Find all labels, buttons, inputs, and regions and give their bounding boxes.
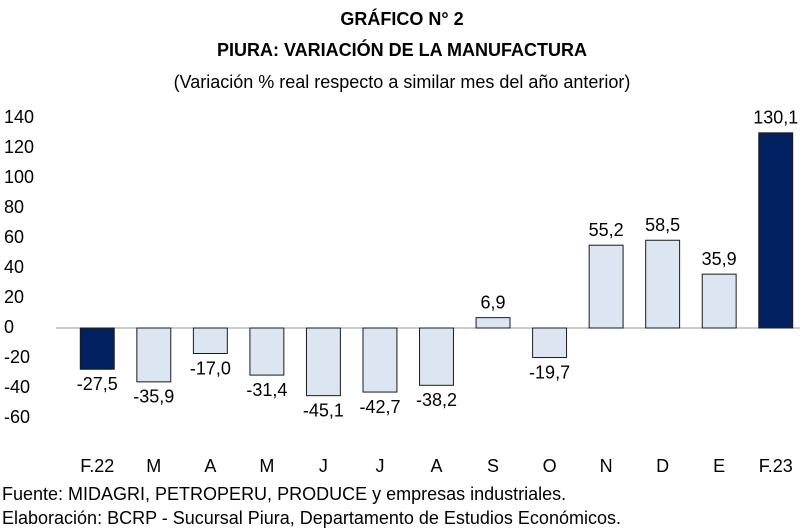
value-label: -38,2 [416,390,457,410]
y-tick-label: 120 [4,137,34,157]
bar [532,327,568,359]
y-tick-label: 40 [4,257,24,277]
x-tick-label: A [204,456,216,476]
bar [419,327,454,386]
y-tick-label: -20 [4,347,30,367]
y-tick-label: 80 [4,197,24,217]
bar [305,327,341,397]
y-tick-label: 100 [4,167,34,187]
x-tick-label: D [656,456,669,476]
value-label: 55,2 [589,220,624,240]
y-tick-label: 60 [4,227,24,247]
value-label: 6,9 [481,292,506,312]
bar [758,132,794,329]
y-tick-label: 20 [4,287,24,307]
value-label: -31,4 [246,380,287,400]
value-label: -19,7 [529,362,570,382]
x-tick-label: E [713,456,725,476]
elaboration: Elaboración: BCRP - Sucursal Piura, Depa… [2,508,621,528]
bar [136,327,172,383]
x-tick-label: F.23 [759,456,793,476]
value-label: -17,0 [190,358,231,378]
bar [645,239,681,329]
x-tick-label: J [319,456,328,476]
x-tick-label: F.22 [80,456,114,476]
chart-title: GRÁFICO N° 2 [340,8,463,29]
value-label: 58,5 [645,215,680,235]
x-tick-label: N [600,456,613,476]
y-tick-label: 140 [4,107,34,127]
value-label: -45,1 [303,400,344,420]
x-tick-label: M [259,456,274,476]
bar [192,327,228,354]
chart-subtitle: PIURA: VARIACIÓN DE LA MANUFACTURA [217,39,587,60]
bar [701,273,737,329]
bar [475,317,511,329]
x-tick-label: S [487,456,499,476]
bar [249,327,285,376]
x-tick-label: A [430,456,442,476]
y-tick-label: -40 [4,377,30,397]
y-tick-label: -60 [4,407,30,427]
bar [79,327,115,370]
x-tick-label: M [146,456,161,476]
value-label: -42,7 [359,397,400,417]
value-label: 130,1 [753,108,798,128]
value-label: -27,5 [77,374,118,394]
bar [588,244,624,329]
source: Fuente: MIDAGRI, PETROPERU, PRODUCE y em… [2,484,566,504]
chart-note: (Variación % real respecto a similar mes… [174,72,631,92]
value-label: 35,9 [702,249,737,269]
x-tick-label: O [543,456,557,476]
bar [362,327,398,393]
x-tick-label: J [375,456,384,476]
y-tick-label: 0 [4,317,14,337]
value-label: -35,9 [133,387,174,407]
